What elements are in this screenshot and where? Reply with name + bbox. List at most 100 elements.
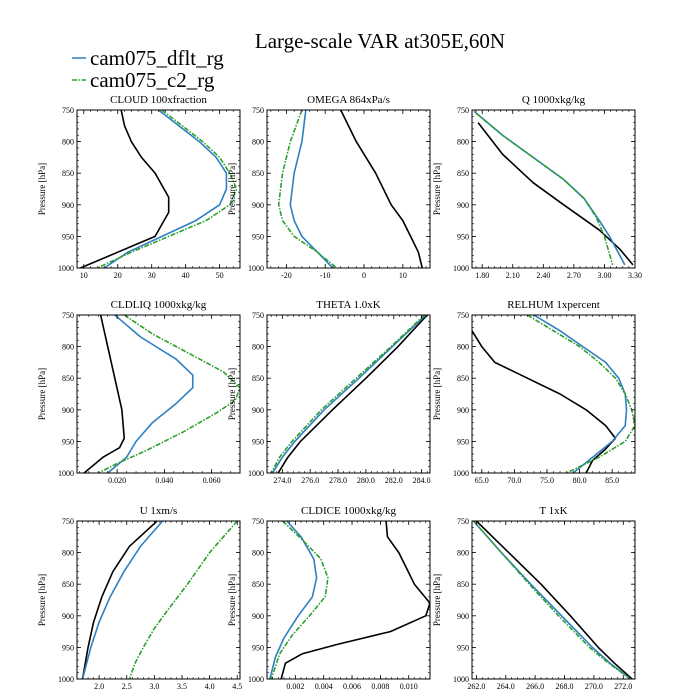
series-line-1: [475, 521, 633, 679]
series-line-2: [473, 110, 626, 266]
y-tick-label: 850: [62, 580, 74, 589]
x-tick-label: 272.0: [614, 682, 632, 691]
y-tick-label: 750: [457, 106, 469, 115]
panel-7: U 1xm/s Pressure [hPa] 2.0 2.5 3.0 3.5 4.0 4.5 7…: [37, 505, 242, 691]
y-tick-label: 900: [62, 406, 74, 415]
y-axis-label: Pressure [hPa]: [227, 163, 237, 215]
x-tick-label: 30: [148, 271, 156, 280]
y-tick-label: 900: [252, 201, 264, 210]
y-tick-label: 900: [62, 612, 74, 621]
y-axis-label: Pressure [hPa]: [227, 368, 237, 420]
y-tick-label: 950: [62, 643, 74, 652]
x-tick-label: 284.0: [413, 476, 431, 485]
series-line-1: [80, 110, 170, 268]
panel-frame: [471, 520, 636, 680]
x-tick-label: 270.0: [585, 682, 603, 691]
x-tick-label: 0.010: [400, 682, 418, 691]
series-line-1: [477, 122, 634, 266]
x-tick-label: 276.0: [301, 476, 319, 485]
x-tick-label: 80.0: [573, 476, 587, 485]
legend-entry-dflt: cam075_dflt_rg: [72, 46, 224, 70]
y-tick-label: 1000: [453, 264, 469, 273]
y-tick-label: 850: [252, 374, 264, 383]
x-tick-label: 268.0: [556, 682, 574, 691]
y-tick-label: 950: [252, 232, 264, 241]
y-axis-label: Pressure [hPa]: [37, 163, 47, 215]
y-tick-label: 800: [252, 343, 264, 352]
legend-entry-c2: cam075_c2_rg: [72, 68, 215, 92]
panel-8: CLDICE 1000xkg/kg Pressure [hPa] 0.002 0.00…: [227, 505, 431, 691]
y-tick-label: 800: [252, 138, 264, 147]
panel-2: OMEGA 864xPa/s Pressure [hPa] -20 -10 0 10 750…: [227, 94, 431, 280]
y-tick-label: 1000: [58, 469, 74, 478]
y-tick-label: 900: [62, 201, 74, 210]
y-tick-label: 1000: [58, 675, 74, 684]
panel-frame: [76, 109, 241, 269]
x-tick-label: 2.10: [506, 271, 520, 280]
x-tick-label: 2.0: [94, 682, 104, 691]
panel-frame: [471, 109, 636, 269]
x-tick-label: 85.0: [605, 476, 619, 485]
x-tick-label: 75.0: [540, 476, 554, 485]
y-tick-label: 750: [62, 311, 74, 320]
y-tick-label: 800: [457, 138, 469, 147]
series-line-3: [97, 315, 240, 473]
legend-label-c2: cam075_c2_rg: [90, 68, 215, 92]
panel-frame: [76, 314, 241, 474]
y-tick-label: 800: [62, 343, 74, 352]
y-tick-label: 1000: [453, 675, 469, 684]
panel-title: CLDLIQ 1000xkg/kg: [111, 299, 207, 311]
x-tick-label: 3.5: [177, 682, 187, 691]
series-line-1: [280, 521, 430, 679]
y-tick-label: 950: [457, 643, 469, 652]
y-tick-label: 900: [457, 612, 469, 621]
figure-title: Large-scale VAR at305E,60N: [255, 29, 505, 53]
y-tick-label: 900: [252, 406, 264, 415]
x-tick-label: 266.0: [526, 682, 544, 691]
panel-5: THETA 1.0xK Pressure [hPa] 274.0 276.0 278.0…: [227, 299, 431, 485]
panel-6: RELHUM 1xpercent Pressure [hPa] 65.0 70.0 75…: [432, 299, 636, 485]
x-tick-label: 262.0: [467, 682, 485, 691]
panel-grid: CLOUD 100xfraction Pressure [hPa] 10 20 30 40…: [37, 94, 642, 691]
series-line-3: [277, 110, 338, 268]
x-tick-label: 2.5: [122, 682, 132, 691]
y-tick-label: 950: [252, 437, 264, 446]
y-axis-label: Pressure [hPa]: [37, 574, 47, 626]
series-line-2: [271, 315, 427, 473]
panel-frame: [76, 520, 241, 680]
y-tick-label: 800: [252, 549, 264, 558]
panel-frame: [471, 314, 636, 474]
y-tick-label: 900: [457, 201, 469, 210]
y-tick-label: 850: [62, 169, 74, 178]
series-line-3: [527, 315, 635, 473]
y-tick-label: 800: [457, 343, 469, 352]
series-line-3: [475, 112, 614, 266]
x-tick-label: 0.008: [371, 682, 389, 691]
panel-title: RELHUM 1xpercent: [507, 299, 600, 311]
x-tick-label: 3.00: [597, 271, 611, 280]
y-tick-label: 850: [252, 580, 264, 589]
y-tick-label: 950: [62, 437, 74, 446]
series-line-1: [83, 315, 126, 473]
x-tick-label: 2.40: [536, 271, 550, 280]
x-tick-label: 65.0: [475, 476, 489, 485]
y-tick-label: 850: [62, 374, 74, 383]
y-tick-label: 900: [457, 406, 469, 415]
y-tick-label: 750: [252, 311, 264, 320]
x-tick-label: 274.0: [273, 476, 291, 485]
y-tick-label: 750: [252, 106, 264, 115]
x-tick-label: 40: [182, 271, 190, 280]
panel-title: T 1xK: [539, 505, 567, 517]
y-tick-label: 750: [252, 517, 264, 526]
legend: cam075_dflt_rg cam075_c2_rg: [72, 46, 224, 92]
y-tick-label: 1000: [58, 264, 74, 273]
x-tick-label: 20: [114, 271, 122, 280]
y-axis-label: Pressure [hPa]: [37, 368, 47, 420]
series-line-1: [277, 315, 428, 473]
y-tick-label: 850: [457, 374, 469, 383]
series-line-1: [472, 330, 617, 473]
x-tick-label: 50: [216, 271, 224, 280]
panel-9: T 1xK Pressure [hPa] 262.0 264.0 266.0 268.0 2…: [432, 505, 636, 691]
series-line-1: [340, 110, 424, 268]
